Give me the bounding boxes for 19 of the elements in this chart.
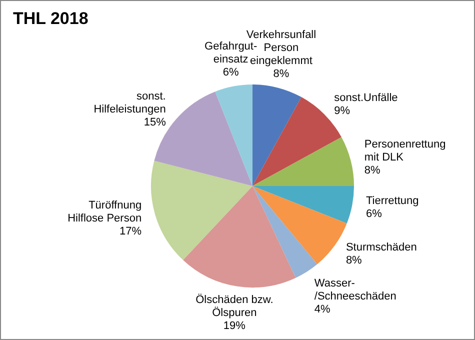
- data-label: 17%: [120, 225, 142, 238]
- slice-label: sonst. Hilfeleistungen: [94, 90, 166, 116]
- data-label: 8%: [346, 254, 362, 266]
- slice-label: Wasser- /Schneeschäden: [314, 278, 396, 303]
- data-label: 6%: [366, 208, 382, 220]
- data-label: 9%: [334, 104, 350, 117]
- data-label: 6%: [222, 66, 240, 79]
- slice-label: Personenrettung mit DLK: [364, 138, 446, 164]
- slice-label: Ölschäden bzw. Ölspuren: [196, 293, 274, 320]
- data-label: 8%: [364, 164, 380, 176]
- data-label: 4%: [314, 304, 331, 316]
- slice-label: Türöffnung Hilflose Person: [68, 199, 142, 224]
- data-label: 8%: [273, 68, 290, 80]
- chart-title: THL 2018: [13, 9, 88, 29]
- slice-label: Tierrettung: [366, 195, 419, 208]
- data-label: 19%: [223, 320, 246, 332]
- data-label: 15%: [144, 116, 166, 129]
- slice-label: sonst.Unfälle: [334, 92, 398, 104]
- slice-label: Sturmschäden: [346, 241, 417, 254]
